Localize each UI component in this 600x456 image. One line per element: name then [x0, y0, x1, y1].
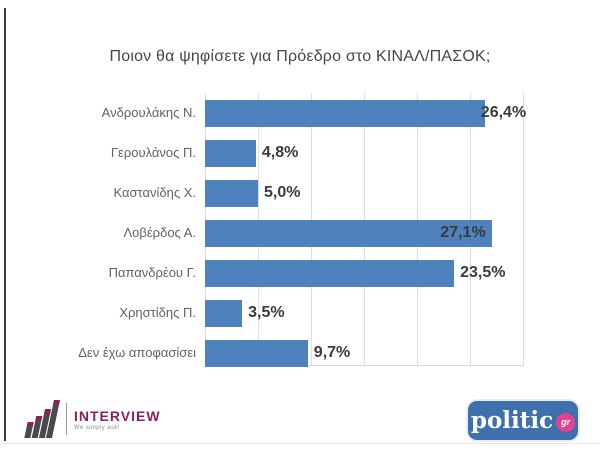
- interview-logo: INTERVIEW We simply ask!: [24, 400, 161, 438]
- value-label: 4,8%: [261, 144, 299, 161]
- category-label: Χρηστίδης Π.: [119, 305, 196, 320]
- chart-bar: [205, 340, 308, 367]
- category-label: Ανδρουλάκης Ν.: [101, 105, 196, 120]
- chart-bar: [205, 300, 243, 327]
- chart-row: 9,7%: [205, 333, 523, 373]
- logo-divider: [66, 403, 67, 435]
- chart-row: 5,0%: [205, 173, 523, 213]
- politic-gr-badge: gr: [556, 412, 576, 432]
- chart-row: 26,4%: [205, 93, 527, 133]
- politic-logo: politic gr: [468, 401, 578, 440]
- interview-wordmark: INTERVIEW We simply ask!: [74, 408, 161, 431]
- interview-bars-icon: [24, 400, 61, 438]
- chart-bar: [205, 180, 258, 207]
- category-label: Λοβέρδος Α.: [123, 225, 197, 240]
- chart-bar: [205, 100, 485, 127]
- category-label: Δεν έχω αποφασίσει: [78, 345, 196, 360]
- interview-tagline: We simply ask!: [74, 424, 120, 431]
- chart-row: 3,5%: [205, 293, 523, 333]
- gridline: [523, 93, 524, 366]
- chart-bar: [205, 220, 493, 247]
- value-label: 9,7%: [313, 344, 351, 361]
- chart-row: 23,5%: [205, 253, 523, 293]
- category-label: Γερουλάνος Π.: [110, 145, 196, 160]
- chart-row: 27,1%: [205, 213, 523, 253]
- chart-title: Ποιον θα ψηφίσετε για Πρόεδρο στο ΚΙΝΑΛ/…: [109, 48, 491, 65]
- politic-brand-name: politic: [470, 407, 554, 434]
- category-label: Καστανίδης Χ.: [113, 185, 196, 200]
- chart-bar: [205, 140, 256, 167]
- value-label: 23,5%: [460, 264, 506, 281]
- value-label: 3,5%: [248, 304, 285, 321]
- chart-row: 4,8%: [205, 133, 523, 173]
- chart-bar: [205, 260, 455, 287]
- interview-brand-name: INTERVIEW: [74, 407, 161, 424]
- value-label: 27,1%: [440, 224, 486, 241]
- screenshot-left-border: [4, 8, 6, 441]
- plot-area: 26,4% 4,8% 5,0% 27,1% 23,5% 3,5% 9,7%: [205, 93, 527, 373]
- category-label: Παπανδρέου Γ.: [108, 265, 196, 280]
- screenshot-bottom-border: [0, 443, 600, 444]
- politic-gr-text: gr: [561, 417, 571, 427]
- value-label: 5,0%: [264, 184, 301, 201]
- value-label: 26,4%: [480, 104, 527, 121]
